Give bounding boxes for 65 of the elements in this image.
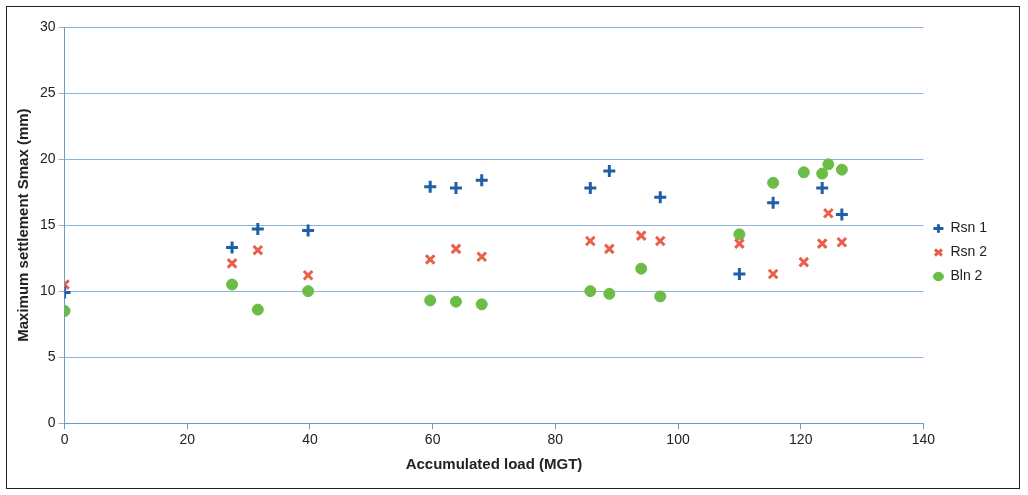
- x-tick-label: 40: [302, 431, 318, 448]
- point: [603, 243, 616, 255]
- point: [822, 207, 835, 219]
- point: [300, 222, 316, 238]
- point: [603, 287, 616, 300]
- point: [652, 189, 668, 205]
- legend-label: Rsn 2: [950, 243, 988, 260]
- point: [475, 251, 488, 263]
- y-tick-label: 15: [39, 215, 56, 232]
- point: [731, 266, 747, 282]
- point: [635, 262, 648, 275]
- point: [448, 180, 464, 196]
- x-tick-label: 100: [666, 431, 690, 448]
- point: [654, 290, 667, 303]
- point: [584, 285, 597, 298]
- point: [449, 295, 462, 308]
- point: [733, 237, 746, 250]
- x-axis-title: Accumulated load (MGT): [405, 455, 583, 473]
- point: [475, 298, 488, 311]
- point: [251, 303, 264, 316]
- point: [226, 257, 238, 270]
- point: [836, 236, 848, 249]
- point: [822, 158, 835, 171]
- point: [424, 294, 437, 307]
- legend-label: Bln 2: [950, 267, 983, 284]
- point: [816, 167, 829, 180]
- x-tick-label: 0: [60, 431, 69, 448]
- point: [302, 285, 315, 298]
- x-tick-label: 120: [789, 431, 813, 448]
- y-tick-label: 5: [47, 348, 56, 365]
- x-tick-label: 20: [179, 431, 196, 448]
- y-tick-label: 0: [47, 414, 56, 431]
- x-tick-label: 140: [911, 431, 936, 448]
- point: [765, 195, 781, 211]
- x-tick-label: 60: [424, 431, 441, 448]
- point: [252, 244, 264, 256]
- point: [733, 228, 746, 241]
- point: [226, 278, 239, 291]
- point: [584, 235, 597, 247]
- point: [798, 256, 810, 268]
- point: [582, 180, 598, 196]
- point: [601, 163, 617, 179]
- point: [422, 179, 438, 195]
- point: [835, 163, 848, 176]
- y-tick-label: 25: [39, 83, 56, 100]
- point: [767, 176, 780, 189]
- point: [302, 269, 314, 282]
- point: [814, 180, 830, 196]
- legend-label: Rsn 1: [950, 219, 988, 236]
- point: [474, 172, 490, 188]
- point: [224, 240, 240, 256]
- point: [834, 207, 850, 223]
- point: [424, 253, 436, 266]
- point: [816, 237, 828, 250]
- point: [654, 235, 666, 247]
- point: [450, 243, 462, 255]
- x-tick-label: 80: [547, 431, 564, 448]
- point: [250, 221, 266, 237]
- point: [797, 166, 810, 179]
- y-tick-label: 30: [39, 17, 56, 34]
- point: [635, 229, 647, 242]
- point: [767, 268, 779, 280]
- y-axis-title: Maximum settlement Smax (mm): [14, 108, 32, 342]
- y-tick-label: 20: [39, 149, 56, 166]
- y-tick-label: 10: [39, 281, 56, 298]
